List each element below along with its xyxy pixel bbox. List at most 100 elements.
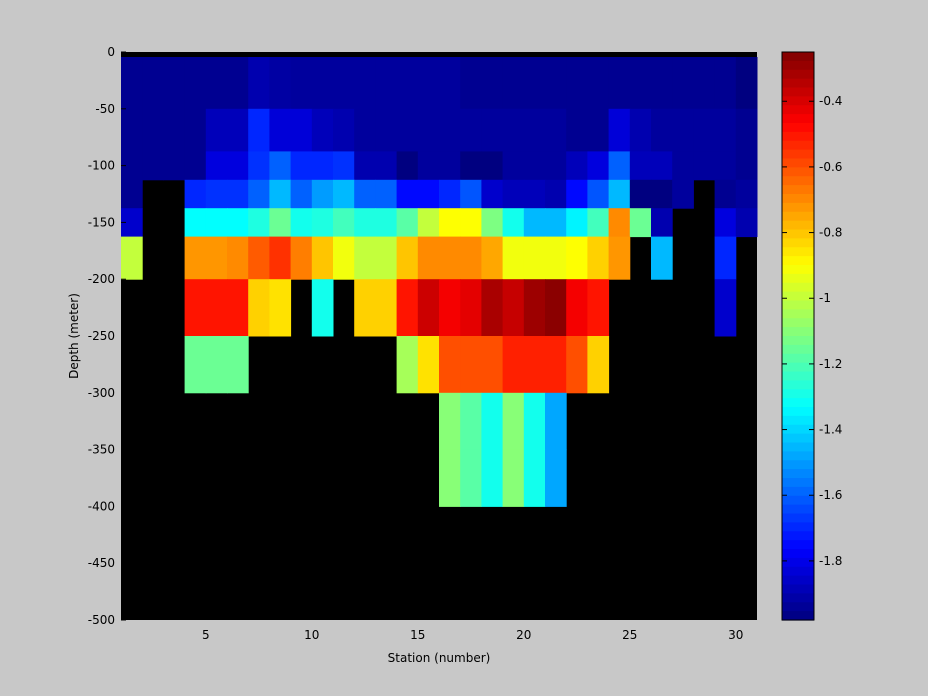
colorbar-swatch [782,105,814,115]
heatmap-cell [184,108,207,152]
heatmap-cell [354,57,376,110]
heatmap-cell [460,392,482,451]
heatmap-cell [481,151,504,181]
heatmap-cell [545,208,567,238]
heatmap-cell [396,236,419,280]
colorbar-swatch [782,211,814,222]
heatmap-cell [460,208,482,238]
heatmap-cell [566,57,588,110]
heatmap-cell [714,151,737,181]
heatmap-cell [714,108,737,152]
heatmap-cell [481,449,504,507]
heatmap-cell [460,108,482,152]
colorbar-swatch [782,69,814,80]
colorbar-swatch [782,469,814,479]
y-tick-label: -150 [88,215,115,229]
heatmap-cell [629,57,652,110]
heatmap-cell [184,336,207,394]
colorbar-swatch [782,371,814,381]
heatmap-cell [227,208,249,238]
colorbar-swatch [782,336,814,346]
heatmap-cell [523,336,546,394]
heatmap-cell [608,151,631,181]
heatmap-cell [354,208,376,238]
heatmap-cell [502,179,525,209]
heatmap-cell [481,392,504,451]
heatmap-cell [375,151,398,181]
heatmap-cell [460,179,482,209]
heatmap-cell [460,151,482,181]
colorbar-swatch [782,60,814,71]
heatmap-cell [460,449,482,507]
heatmap-cell [608,208,631,238]
x-tick-label: 15 [410,628,425,642]
heatmap-cell [714,208,737,238]
colorbar-swatch [782,495,814,506]
colorbar-swatch [782,123,814,133]
colorbar-swatch [782,158,814,168]
colorbar-swatch [782,52,814,62]
heatmap-cell [523,108,546,152]
heatmap-cell [608,236,631,280]
heatmap-cell [587,108,610,152]
colorbar-ticks: -0.4 -0.6 -0.8 -1 -1.2 -1.4 -1.6 -1.8 [782,94,842,568]
heatmap-cell [354,179,376,209]
heatmap-cell [417,208,440,238]
heatmap-cell [651,179,673,209]
heatmap-cell [184,179,207,209]
colorbar-swatch [782,229,814,239]
heatmap-cell [354,108,376,152]
heatmap-cell [714,236,737,280]
colorbar-swatch [782,87,814,97]
heatmap-cell [311,179,334,209]
heatmap-cell [460,336,482,394]
heatmap-cell [354,151,376,181]
colorbar-swatch [782,602,814,612]
heatmap-cell [735,151,758,181]
colorbar [781,51,815,621]
colorbar-swatch [782,540,814,550]
heatmap-cell [163,151,186,181]
heatmap-cell [545,392,567,451]
heatmap-cell [608,57,631,110]
heatmap-cell [502,108,525,152]
heatmap-cell [311,57,334,110]
heatmap-cell [523,179,546,209]
heatmap-cell [523,449,546,507]
heatmap-cell [545,336,567,394]
heatmap-cell [227,236,249,280]
heatmap-cell [545,179,567,209]
y-tick-label: -250 [88,329,115,343]
heatmap-cell [205,236,228,280]
heatmap-cell [269,279,292,337]
colorbar-swatch [782,424,814,435]
heatmap-cells [121,57,758,507]
heatmap-cell [184,57,207,110]
heatmap-cell [735,179,758,209]
colorbar-swatch [782,593,814,603]
heatmap-cell [714,279,737,337]
colorbar-swatch [782,167,814,177]
colorbar-swatch [782,176,814,186]
heatmap-cell [545,449,567,507]
heatmap-cell [121,57,143,110]
heatmap-cell [375,236,398,280]
colorbar-tick-label: -0.8 [819,226,842,240]
heatmap-cell [396,208,419,238]
colorbar-swatch [782,522,814,532]
heatmap-cell [396,108,419,152]
heatmap-cell [545,151,567,181]
heatmap-cell [184,151,207,181]
heatmap-cell [205,57,228,110]
heatmap-cell [735,108,758,152]
heatmap-cell [227,179,249,209]
heatmap-cell [629,179,652,209]
heatmap-cell [375,208,398,238]
colorbar-swatch [782,114,814,124]
heatmap-cell [311,151,334,181]
heatmap-cell [439,392,461,451]
heatmap-cell [651,236,673,280]
heatmap-cell [587,279,610,337]
y-tick-label: -500 [88,613,115,627]
colorbar-swatch [782,78,814,89]
